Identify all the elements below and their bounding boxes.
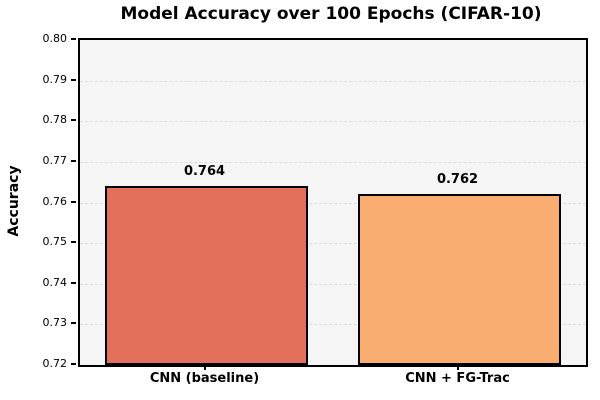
bar-cnn-baseline xyxy=(105,186,308,365)
x-tick-mark xyxy=(203,365,206,370)
bar-value-label: 0.762 xyxy=(436,172,479,188)
plot-area xyxy=(78,38,588,367)
x-tick-label: CNN + FG-Trac xyxy=(405,371,510,386)
y-tick-label: 0.76 xyxy=(42,194,68,208)
y-tick-mark xyxy=(71,281,76,284)
x-tick-label: CNN (baseline) xyxy=(149,371,260,386)
gridline xyxy=(80,121,586,123)
gridline xyxy=(80,324,586,326)
y-tick-label: 0.80 xyxy=(42,32,68,45)
x-tick-mark xyxy=(456,365,459,370)
y-tick-mark xyxy=(71,200,76,203)
y-tick-mark xyxy=(71,38,76,40)
y-tick-label: 0.75 xyxy=(42,235,68,249)
y-tick-label: 0.73 xyxy=(42,316,68,330)
bar-value-label: 0.764 xyxy=(183,164,226,180)
y-tick-mark xyxy=(71,322,76,325)
bar-cnn-fg-trac xyxy=(358,194,561,365)
y-axis-label: Accuracy xyxy=(6,165,22,237)
y-tick-label: 0.78 xyxy=(42,113,68,127)
y-tick-mark xyxy=(71,159,76,162)
y-tick-label: 0.74 xyxy=(42,275,68,289)
chart-title: Model Accuracy over 100 Epochs (CIFAR-10… xyxy=(120,4,542,24)
gridline xyxy=(80,202,586,204)
y-tick-label: 0.79 xyxy=(42,72,68,86)
y-tick-label: 0.77 xyxy=(42,153,68,167)
y-tick-mark xyxy=(71,241,76,244)
gridline xyxy=(80,161,586,163)
y-tick-mark xyxy=(71,78,76,81)
y-tick-label: 0.72 xyxy=(42,357,68,370)
gridline xyxy=(80,283,586,285)
y-tick-mark xyxy=(71,363,76,365)
gridline xyxy=(80,243,586,245)
y-tick-mark xyxy=(71,119,76,122)
gridline xyxy=(80,80,586,82)
